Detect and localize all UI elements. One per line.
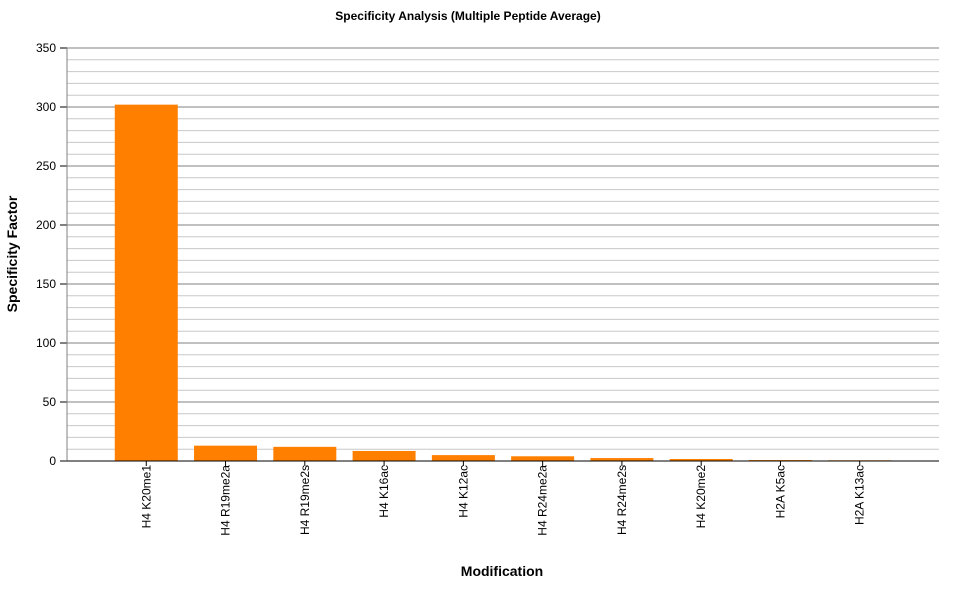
bar (114, 104, 178, 461)
x-tick-label: H4 K16ac (377, 465, 391, 518)
x-axis-title: Modification (461, 563, 543, 579)
x-tick-label: H2A K13ac (853, 465, 867, 525)
y-axis-title: Specificity Factor (4, 195, 20, 312)
x-tick-label: H4 R24me2a (536, 465, 550, 536)
bar (511, 456, 575, 461)
x-tick-label: H4 K20me1 (139, 465, 153, 529)
y-tick-label: 350 (36, 41, 56, 55)
x-tick-label: H4 R19me2a (219, 465, 233, 536)
y-tick-label: 0 (49, 454, 56, 468)
x-tick-label: H4 K20me2 (694, 465, 708, 529)
x-tick-label: H2A K5ac (773, 465, 787, 518)
bar (431, 455, 495, 461)
y-tick-label: 50 (43, 395, 57, 409)
y-tick-label: 300 (36, 100, 56, 114)
x-tick-label: H4 R19me2s (298, 465, 312, 535)
bar (669, 458, 733, 461)
y-tick-label: 250 (36, 159, 56, 173)
y-tick-label: 100 (36, 336, 56, 350)
y-tick-label: 150 (36, 277, 56, 291)
bar (194, 445, 258, 461)
x-tick-label: H4 K12ac (456, 465, 470, 518)
x-tick-label: H4 R24me2s (615, 465, 629, 535)
bar (352, 450, 416, 461)
chart-title: Specificity Analysis (Multiple Peptide A… (335, 9, 600, 23)
bar (590, 458, 654, 461)
bar (273, 446, 337, 461)
y-tick-label: 200 (36, 218, 56, 232)
